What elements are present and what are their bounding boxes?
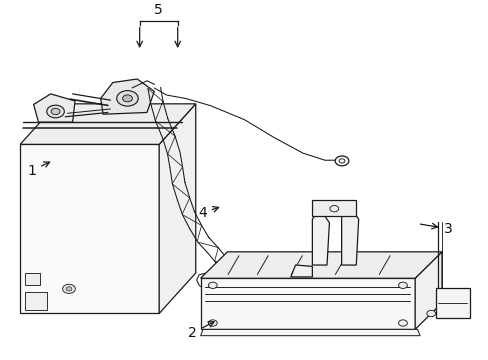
Polygon shape	[200, 278, 414, 329]
Text: 1: 1	[27, 162, 49, 178]
Polygon shape	[200, 252, 441, 278]
Text: 2: 2	[188, 322, 214, 340]
Polygon shape	[341, 205, 358, 265]
Polygon shape	[25, 273, 40, 285]
Circle shape	[208, 320, 217, 326]
Circle shape	[122, 95, 132, 102]
Polygon shape	[20, 144, 159, 314]
Text: 5: 5	[154, 3, 163, 17]
Polygon shape	[159, 104, 195, 314]
Circle shape	[398, 282, 407, 288]
Text: 3: 3	[420, 222, 452, 236]
Polygon shape	[25, 292, 47, 310]
Circle shape	[208, 282, 217, 288]
Polygon shape	[312, 200, 356, 216]
Circle shape	[66, 287, 72, 291]
Circle shape	[62, 284, 75, 293]
Polygon shape	[200, 329, 419, 336]
Circle shape	[329, 206, 338, 212]
Polygon shape	[312, 209, 329, 265]
Circle shape	[334, 156, 348, 166]
Polygon shape	[435, 288, 468, 318]
Polygon shape	[101, 79, 154, 114]
Polygon shape	[414, 252, 441, 329]
Circle shape	[51, 108, 60, 115]
Circle shape	[47, 105, 64, 118]
Polygon shape	[290, 265, 312, 277]
Polygon shape	[20, 104, 195, 144]
Circle shape	[426, 310, 435, 317]
Text: 4: 4	[198, 206, 218, 220]
Polygon shape	[34, 94, 75, 122]
Circle shape	[398, 320, 407, 326]
Circle shape	[117, 91, 138, 106]
